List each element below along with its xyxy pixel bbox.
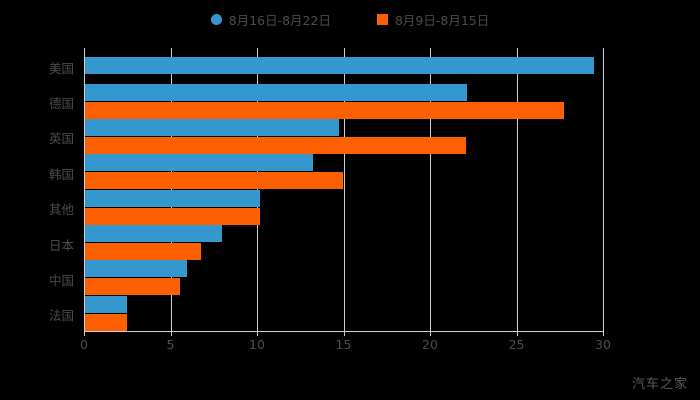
x-axis-tick [84, 331, 85, 336]
bar-series-2[interactable] [85, 172, 343, 190]
x-axis-tick-label: 20 [422, 337, 438, 352]
y-axis-category-label: 韩国 [48, 166, 74, 182]
y-axis-category-label: 美国 [48, 60, 74, 76]
bar-series-1[interactable] [85, 154, 314, 172]
x-axis-tick-label: 30 [595, 337, 611, 352]
legend-circle-marker-icon [210, 13, 222, 25]
x-axis-tick [257, 331, 258, 336]
y-axis-category-label: 中国 [48, 272, 74, 288]
bar-series-1[interactable] [85, 260, 188, 278]
gridline [516, 48, 518, 331]
x-axis-tick [343, 331, 345, 336]
gridline [343, 48, 345, 331]
x-axis-tick [603, 331, 604, 336]
x-axis-tick [430, 331, 431, 336]
y-axis-category-label: 英国 [48, 131, 74, 147]
y-axis-category-label: 其他 [48, 202, 74, 218]
gridline [430, 48, 431, 331]
y-axis-line [84, 48, 85, 331]
bar-series-1[interactable] [85, 83, 468, 101]
bar-series-1[interactable] [85, 57, 594, 75]
y-axis-category-label: 日本 [48, 237, 74, 253]
x-axis-tick-label: 5 [166, 337, 175, 352]
bar-series-2[interactable] [85, 136, 466, 154]
gridline [170, 48, 172, 331]
bar-series-1[interactable] [85, 118, 340, 136]
bar-series-1[interactable] [85, 225, 222, 243]
legend-square-marker-icon [376, 13, 388, 25]
x-axis-tick-label: 0 [80, 337, 88, 352]
gridline [603, 48, 604, 331]
watermark: 汽车之家 [631, 377, 688, 392]
plot-area: 0 5 10 15 20 25 30 美国德国英国韩国其他日本中国法国 [49, 48, 611, 352]
bar-series-2[interactable] [85, 313, 127, 331]
legend-label-blue: 8月16日-8月22日 [228, 12, 331, 28]
legend-item-orange[interactable]: 8月9日-8月15日 [376, 10, 490, 29]
bar-series-2[interactable] [85, 278, 181, 296]
y-axis-category-label: 法国 [48, 308, 74, 324]
x-axis-tick-label: 25 [508, 337, 525, 352]
chart-legend: 8月16日-8月22日 8月9日-8月15日 [0, 8, 700, 30]
gridline [257, 48, 258, 331]
legend-label-orange: 8月9日-8月15日 [394, 12, 490, 28]
x-axis-tick-label: 15 [335, 337, 352, 352]
y-axis-category-label: 德国 [48, 96, 74, 112]
bar-series-2[interactable] [85, 207, 260, 225]
bar-series-2[interactable] [85, 101, 565, 119]
x-axis-tick [170, 331, 172, 336]
legend-item-blue[interactable]: 8月16日-8月22日 [210, 10, 331, 29]
x-axis-tick-label: 10 [249, 337, 265, 352]
bar-series-1[interactable] [85, 189, 260, 207]
x-axis-tick [516, 331, 518, 336]
bar-series-2[interactable] [85, 243, 201, 261]
bar-series-1[interactable] [85, 295, 127, 313]
